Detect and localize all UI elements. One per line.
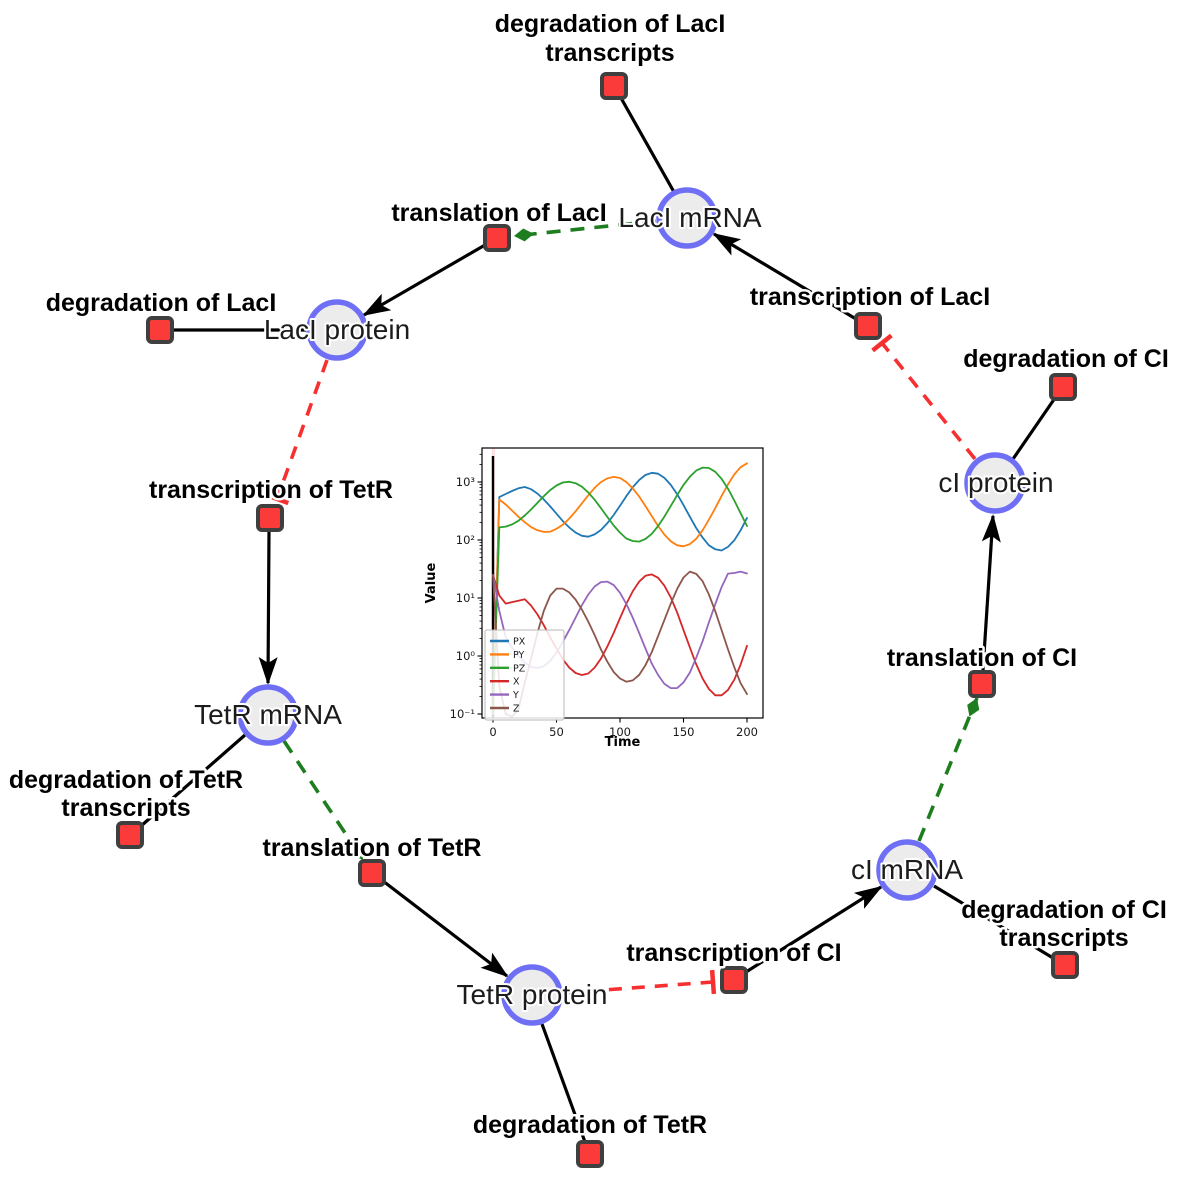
reaction-label: degradation of LacI [46, 289, 277, 317]
reaction-node-translation-of-tetr [358, 859, 386, 887]
species-node-tetr-mrna [237, 684, 299, 746]
edge-cimrna-degcitx [933, 884, 1054, 960]
reaction-node-translation-of-laci [483, 224, 511, 252]
species-node-ci-mrna [876, 839, 938, 901]
reaction-node-degradation-of-ci [1049, 373, 1077, 401]
y-tick-label: 10² [456, 533, 475, 547]
edge-txci-cimrna [745, 885, 883, 974]
reaction-label: degradation of TetR [473, 1111, 707, 1139]
reaction-label: transcription of LacI [750, 283, 990, 311]
reaction-node-transcription-of-laci [854, 312, 882, 340]
edge-tetrprotein-degtetr [540, 1023, 587, 1143]
legend-label-Z: Z [513, 704, 520, 715]
edge-transtetr-tetrprotein [382, 879, 509, 978]
chart-legend [484, 629, 565, 721]
reaction-label: degradation of CI [961, 896, 1167, 924]
edge-tetrprotein-txci-inhibition [562, 969, 717, 995]
species-label: cI protein [938, 467, 1053, 498]
plot-frame [481, 447, 764, 719]
x-axis-label: Time [605, 735, 641, 750]
reaction-label: degradation of LacI [495, 10, 726, 38]
species-label: LacI protein [264, 314, 410, 345]
reaction-node-degradation-of-tetr-transcripts [116, 821, 144, 849]
reaction-label: translation of CI [887, 644, 1077, 672]
species-label: LacI mRNA [618, 202, 761, 233]
reaction-node-degradation-of-laci-transcripts [600, 72, 628, 100]
reaction-node-translation-of-ci [968, 670, 996, 698]
y-tick-label: 10⁰ [456, 649, 476, 663]
series-PZ [492, 466, 748, 715]
y-axis-label: Value [424, 562, 439, 603]
edge-tetrmrna-degtetrtx [139, 733, 247, 828]
reaction-label: translation of LacI [391, 199, 606, 227]
edge-txlaci-lacimrna [712, 232, 857, 321]
reaction-node-transcription-of-ci [720, 966, 748, 994]
x-tick-label: 50 [549, 725, 564, 739]
reaction-label: translation of TetR [263, 834, 482, 862]
x-tick-label: 150 [673, 725, 695, 739]
series-PX [492, 471, 748, 715]
species-layer [237, 187, 1026, 1026]
reaction-node-degradation-of-ci-transcripts [1051, 951, 1079, 979]
reaction-label: transcripts [999, 924, 1128, 952]
series-PY [492, 462, 748, 715]
legend-label-Y: Y [512, 690, 519, 701]
reaction-label: transcription of TetR [149, 476, 393, 504]
edges-layer [139, 97, 1057, 1143]
species-label: cI mRNA [851, 854, 963, 885]
x-tick-label: 0 [489, 725, 496, 739]
edge-transci-ciprotein [981, 514, 1001, 671]
reaction-label: degradation of CI [963, 345, 1169, 373]
edge-cimrna-transci-modifier [917, 697, 980, 842]
edge-lacimrna-deglacitx [619, 97, 676, 193]
reactions-layer [116, 72, 1079, 1168]
legend-label-PY: PY [513, 650, 525, 661]
legend-label-PZ: PZ [513, 663, 526, 674]
reaction-label: degradation of TetR [9, 766, 243, 794]
species-node-tetr-protein [501, 964, 563, 1026]
x-tick-label: 100 [609, 725, 631, 739]
legend-label-PX: PX [513, 637, 526, 648]
y-tick-label: 10³ [456, 475, 476, 489]
y-tick-label: 10¹ [456, 591, 475, 605]
reaction-node-transcription-of-tetr [256, 504, 284, 532]
species-label: TetR protein [457, 979, 608, 1010]
edge-translaci-laciprotein [362, 243, 486, 317]
reaction-node-degradation-of-laci [146, 316, 174, 344]
species-node-ci-protein [964, 452, 1026, 514]
species-node-laci-mrna [656, 187, 718, 249]
species-label: TetR mRNA [194, 699, 342, 730]
reaction-label: transcripts [61, 794, 190, 822]
reaction-label: transcripts [545, 39, 674, 67]
edge-laciprotein-txtetr-inhibition [264, 359, 329, 506]
reaction-node-degradation-of-tetr [576, 1140, 604, 1168]
reaction-label: transcription of CI [626, 939, 841, 967]
legend-label-X: X [513, 677, 520, 688]
edge-ciprotein-degci [1011, 397, 1057, 460]
x-tick-label: 200 [736, 725, 758, 739]
series-X [492, 573, 748, 697]
inset-timeseries-chart: 0 50 100 150 200 10⁻¹ 10⁰ 10¹ 10² 10³ PX PY PZ XYZ Tim… [423, 435, 787, 770]
species-node-laci-protein [306, 299, 368, 361]
edge-txtetr-tetrmrna [258, 531, 278, 685]
edge-ciprotein-txlaci-inhibition [871, 333, 977, 461]
y-tick-label: 10⁻¹ [450, 707, 475, 721]
labels-layer: degradation of LacI transcripts translat… [6, 8, 1171, 1142]
